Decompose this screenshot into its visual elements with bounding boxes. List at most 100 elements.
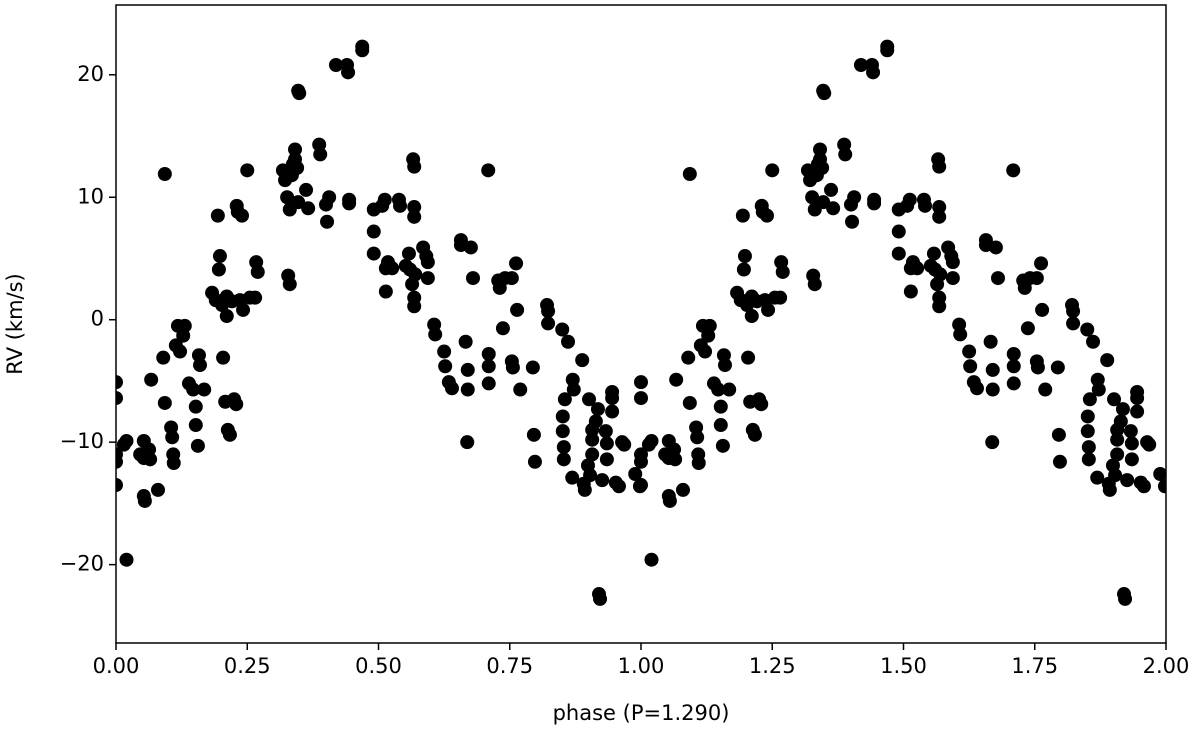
data-point <box>463 240 478 255</box>
data-point <box>711 382 726 397</box>
data-point <box>953 327 968 342</box>
data-point <box>1136 479 1151 494</box>
data-point <box>525 360 540 375</box>
data-point <box>236 302 251 317</box>
data-point <box>1124 436 1139 451</box>
data-point <box>1108 468 1123 483</box>
data-point <box>188 418 203 433</box>
x-tick-label: 1.75 <box>1011 654 1058 678</box>
data-point <box>735 208 750 223</box>
data-point <box>644 433 659 448</box>
data-point <box>481 347 496 362</box>
data-point <box>585 432 600 447</box>
data-point <box>438 359 453 374</box>
data-point <box>428 327 443 342</box>
data-point <box>197 382 212 397</box>
data-point <box>292 86 307 101</box>
data-point <box>991 271 1005 286</box>
data-point <box>891 246 906 261</box>
data-point <box>157 395 172 410</box>
data-point <box>320 214 335 229</box>
data-point <box>910 261 925 276</box>
data-point <box>847 190 862 205</box>
data-point <box>773 290 788 305</box>
data-point <box>932 159 947 174</box>
data-point <box>407 159 422 174</box>
x-axis-label: phase (P=1.290) <box>553 701 730 725</box>
data-point <box>561 334 576 349</box>
data-point <box>1035 302 1050 317</box>
y-axis-label: RV (km/s) <box>3 273 27 375</box>
data-point <box>605 404 620 419</box>
plot-area <box>116 39 1166 606</box>
data-point <box>634 375 648 390</box>
data-point <box>1006 163 1021 178</box>
data-point <box>628 467 643 482</box>
data-point <box>634 478 648 493</box>
data-point <box>736 262 751 277</box>
data-point <box>1081 452 1096 467</box>
data-point <box>458 334 473 349</box>
data-point <box>676 482 690 497</box>
data-point <box>556 440 571 455</box>
data-point <box>116 375 123 390</box>
data-point <box>555 409 570 424</box>
data-point <box>970 381 984 396</box>
data-point <box>193 358 207 373</box>
data-point <box>116 391 123 406</box>
data-point <box>407 299 422 314</box>
data-point <box>504 271 519 286</box>
data-point <box>1080 424 1095 439</box>
data-point <box>282 277 297 292</box>
data-point <box>1110 447 1125 462</box>
data-point <box>509 256 524 271</box>
data-point <box>1080 322 1095 337</box>
data-point <box>741 350 756 365</box>
data-point <box>902 192 917 207</box>
data-point <box>690 430 705 445</box>
data-point <box>119 433 134 448</box>
data-point <box>526 427 541 442</box>
data-point <box>1080 409 1095 424</box>
data-point <box>585 447 600 462</box>
data-point <box>826 201 841 216</box>
data-point <box>605 384 620 399</box>
data-point <box>299 182 314 197</box>
data-point <box>219 309 234 324</box>
data-point <box>1066 316 1081 331</box>
y-tick-label: −10 <box>60 429 104 453</box>
data-point <box>1110 432 1125 447</box>
data-point <box>1034 256 1049 271</box>
data-point <box>575 353 590 368</box>
data-point <box>460 435 475 450</box>
data-point <box>985 435 1000 450</box>
data-point <box>407 200 422 215</box>
data-point <box>510 302 525 317</box>
data-point <box>566 382 581 397</box>
data-point <box>813 142 828 157</box>
data-point <box>420 271 435 286</box>
data-point <box>838 147 853 162</box>
data-point <box>598 424 613 439</box>
data-point <box>702 318 717 333</box>
data-point <box>713 399 728 414</box>
data-point <box>903 284 918 299</box>
data-point <box>151 482 165 497</box>
data-point <box>1020 321 1035 336</box>
data-point <box>527 454 542 469</box>
data-point <box>481 376 496 391</box>
data-point <box>588 414 603 429</box>
data-point <box>867 196 882 211</box>
data-point <box>116 478 123 493</box>
data-point <box>212 249 227 264</box>
data-point <box>1124 452 1139 467</box>
data-point <box>366 224 381 239</box>
data-point <box>1130 404 1145 419</box>
data-point <box>744 309 759 324</box>
data-point <box>1038 382 1053 397</box>
data-point <box>760 208 774 223</box>
data-point <box>845 214 860 229</box>
data-point <box>634 454 648 469</box>
data-point <box>322 190 337 205</box>
data-point <box>328 58 343 73</box>
